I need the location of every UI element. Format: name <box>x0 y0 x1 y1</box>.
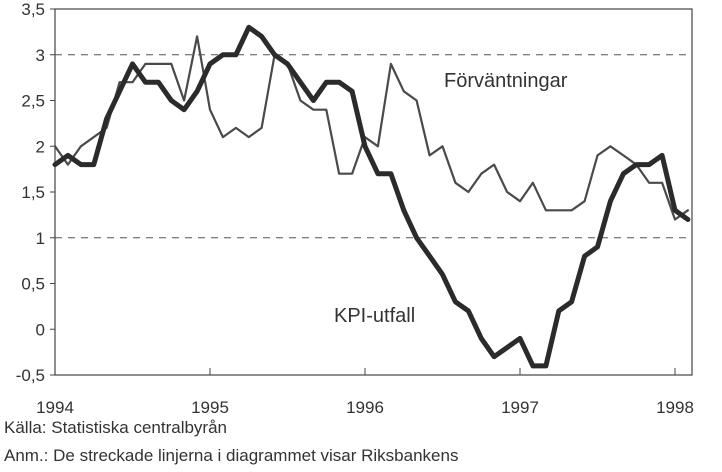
x-tick-label: 1998 <box>656 398 694 417</box>
y-tick-label: 2 <box>36 137 45 156</box>
reference-lines <box>55 54 692 239</box>
line-chart: -0,500,511,522,533,5 1994 1995 1996 1997 199… <box>16 0 694 417</box>
x-axis: 1994 1995 1996 1997 1998 <box>36 368 694 417</box>
annotation-cpi: KPI-utfall <box>334 305 415 327</box>
series-line-cpi <box>52 24 691 369</box>
annotation-expectations: Förväntningar <box>444 70 568 92</box>
y-tick-label: 0 <box>36 320 45 339</box>
source-note: Källa: Statistiska centralbyrån <box>4 418 227 437</box>
y-tick-label: 1,5 <box>21 183 45 202</box>
y-tick-label: 3 <box>36 46 45 65</box>
y-axis: -0,5 0 0,5 1 1,5 2 2,5 3 3,5 <box>16 0 55 385</box>
series-layer <box>52 24 691 369</box>
x-tick-label: 1995 <box>191 398 229 417</box>
x-tick-label: 1997 <box>501 398 539 417</box>
y-tick-label: 0,5 <box>21 275 45 294</box>
remark-note: Anm.: De streckade linjerna i diagrammet… <box>4 446 459 465</box>
y-tick-label: 3,5 <box>21 0 45 19</box>
x-tick-label: 1994 <box>36 398 74 417</box>
y-tick-label: 1 <box>36 229 45 248</box>
y-tick-label: -0,5 <box>16 366 45 385</box>
series-line-expectations <box>53 35 690 221</box>
x-tick-label: 1996 <box>346 398 384 417</box>
y-tick-label: 2,5 <box>21 92 45 111</box>
